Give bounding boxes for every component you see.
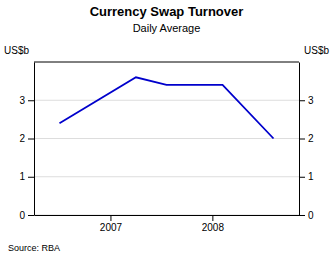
tick-label: 2 [308, 133, 314, 144]
axis-label: US$b [304, 45, 329, 56]
grid [34, 100, 299, 215]
grid-line [34, 176, 299, 177]
tick-label: 1 [308, 171, 314, 182]
tick-label: 0 [19, 210, 25, 221]
tick: 2008 [202, 215, 225, 233]
axis-line [35, 215, 300, 216]
subtitle: Daily Average [133, 22, 201, 34]
tick: 3 [19, 95, 34, 106]
tick-mark [299, 139, 305, 140]
tick-mark [28, 100, 34, 101]
tick-label: 2008 [202, 222, 225, 233]
frame [34, 62, 299, 63]
tick-mark [28, 177, 34, 178]
tick-label: 2 [19, 133, 25, 144]
source: Source: RBA [8, 243, 60, 253]
tick: 0 [299, 210, 314, 221]
title: Currency Swap Turnover [90, 4, 244, 19]
tick-label: 3 [308, 95, 314, 106]
axis-line [34, 63, 35, 216]
tick: 1 [19, 171, 34, 182]
tick: 3 [299, 95, 314, 106]
tick: 2 [19, 133, 34, 144]
line [59, 77, 273, 138]
tick-mark [299, 177, 305, 178]
plot: 2007 2008 0 1 2 3 0 1 2 3 US$b US$b [4, 45, 329, 233]
tick-mark [299, 215, 305, 216]
tick: 1 [299, 171, 314, 182]
chart: Currency Swap TurnoverDaily Average20072… [0, 0, 333, 257]
tick: 2007 [100, 215, 123, 233]
y-axis: 0 1 2 3 [19, 63, 34, 221]
tick-label: 1 [19, 171, 25, 182]
marks [59, 77, 273, 138]
grid-line [34, 100, 299, 101]
axis-label: US$b [4, 45, 29, 56]
tick: 2 [299, 133, 314, 144]
tick-mark [110, 215, 111, 221]
grid-line [34, 215, 299, 216]
tick-mark [28, 215, 34, 216]
tick-label: 2007 [100, 222, 123, 233]
grid-line [34, 138, 299, 139]
tick-mark [212, 215, 213, 221]
tick-mark [28, 139, 34, 140]
tick-label: 3 [19, 95, 25, 106]
tick-label: 0 [308, 210, 314, 221]
tick: 0 [19, 210, 34, 221]
tick-mark [299, 100, 305, 101]
y2-axis: 0 1 2 3 [299, 63, 314, 221]
x-axis: 2007 2008 [35, 215, 300, 233]
